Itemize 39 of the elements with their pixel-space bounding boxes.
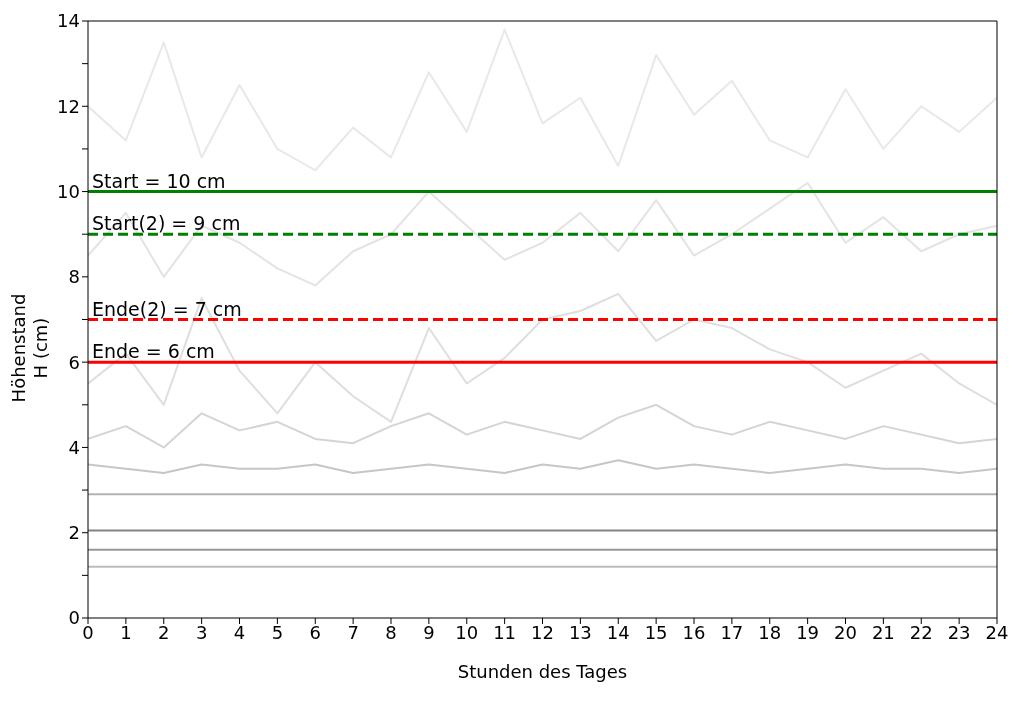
x-tick-label: 3 xyxy=(195,621,208,643)
y-tick-label: 0 xyxy=(68,607,80,629)
x-tick-label: 19 xyxy=(796,621,820,643)
ref-line-label: Ende = 6 cm xyxy=(92,340,215,363)
x-tick-label: 20 xyxy=(834,621,857,643)
x-tick-label: 2 xyxy=(158,621,170,643)
x-tick-label: 9 xyxy=(423,621,435,643)
y-axis-title: Höhenstand H (cm) xyxy=(8,293,52,403)
x-tick-label: 12 xyxy=(531,621,554,643)
x-tick-label: 23 xyxy=(947,621,971,643)
x-tick-label: 24 xyxy=(985,621,1009,643)
x-tick-label: 13 xyxy=(568,621,592,643)
y-tick-label: 14 xyxy=(57,10,80,32)
y-tick-label: 8 xyxy=(68,266,80,288)
x-tick-label: 14 xyxy=(606,621,630,643)
x-tick-label: 8 xyxy=(385,621,397,643)
ref-line-label: Start = 10 cm xyxy=(92,169,226,192)
x-tick-label: 18 xyxy=(758,621,782,643)
x-tick-label: 16 xyxy=(682,621,706,643)
x-tick-label: 17 xyxy=(720,621,744,643)
x-tick-label: 6 xyxy=(309,621,321,643)
x-tick-label: 5 xyxy=(271,621,284,643)
x-axis-title: Stunden des Tages xyxy=(457,661,628,682)
y-tick-label: 12 xyxy=(57,95,80,117)
x-tick-label: 15 xyxy=(644,621,668,643)
x-tick-label: 7 xyxy=(347,621,359,643)
x-tick-label: 0 xyxy=(82,621,94,643)
x-tick-label: 11 xyxy=(493,621,517,643)
x-tick-label: 1 xyxy=(120,621,132,643)
y-tick-label: 4 xyxy=(68,436,80,458)
y-tick-label: 6 xyxy=(68,351,80,373)
y-tick-label: 10 xyxy=(57,180,80,202)
x-tick-label: 4 xyxy=(233,621,246,643)
x-tick-label: 10 xyxy=(455,621,479,643)
y-tick-label: 2 xyxy=(68,522,80,544)
ref-line-label: Start(2) = 9 cm xyxy=(92,212,241,235)
x-tick-label: 22 xyxy=(909,621,933,643)
x-tick-label: 21 xyxy=(871,621,895,643)
ref-line-label: Ende(2) = 7 cm xyxy=(92,297,242,320)
